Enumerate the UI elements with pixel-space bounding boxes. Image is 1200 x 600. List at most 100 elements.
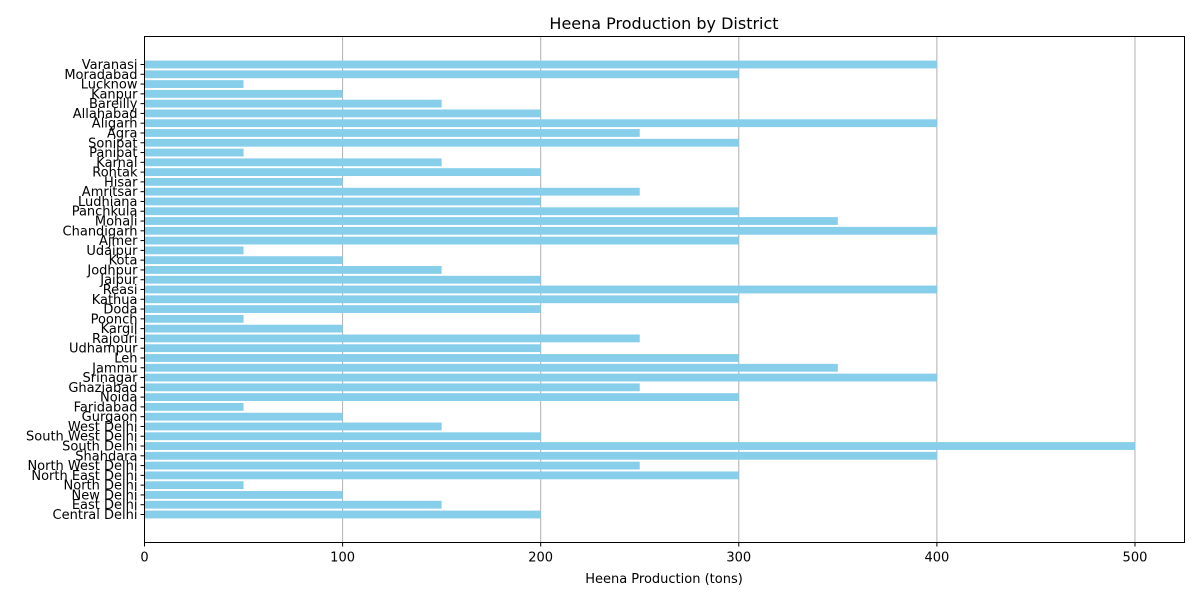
bar [144,226,937,235]
y-tick-label: Varanasi [82,58,138,73]
y-tick-label: East Delhi [72,498,138,513]
bar [144,168,541,177]
bar [144,373,937,382]
bar [144,393,739,402]
bar [144,217,838,225]
bar [144,471,739,480]
bar [144,412,343,421]
bar [144,246,244,255]
y-tick-label: Rohtak [92,166,138,181]
y-tick-label: Jammu [91,361,137,376]
bars [144,60,1135,519]
bar [144,197,541,206]
bar [144,305,541,313]
y-tick-label: Chandigarh [63,224,138,239]
x-tick-label: 0 [140,551,148,566]
y-tick-label: North Delhi [64,479,138,494]
bar [144,236,739,245]
y-tick-label: North West Delhi [27,459,137,474]
y-tick-label: Jodhpur [86,263,138,278]
bar [144,314,244,323]
y-tick-label: Aligarh [92,117,138,132]
bar [144,99,442,108]
bar [144,207,739,216]
y-tick-label: Shahdara [75,449,137,464]
y-tick-label: South West Delhi [26,430,137,445]
y-tick-label: Kanpur [91,87,138,102]
bar [144,432,541,441]
bar [144,422,442,431]
y-tick-label: Faridabad [74,400,138,415]
bar [144,60,937,69]
bar [144,500,442,509]
y-tick-label: Mohali [95,215,138,230]
y-tick-label: Allahabad [73,107,138,122]
y-tick-label: Panchkula [72,205,138,220]
bar [144,334,640,343]
bar [144,119,937,128]
bar [144,266,442,274]
bar [144,481,244,490]
y-tick-label: Jaipur [99,273,138,288]
y-tick-label: Leh [114,351,137,366]
bar [144,177,343,186]
y-tick-label: Hisar [104,175,138,190]
y-tick-label: Ghaziabad [68,381,137,396]
y-tick-label: Karnal [96,156,137,171]
bar [144,461,640,470]
y-tick-label: New Delhi [72,488,138,503]
bar [144,285,937,294]
y-tick-label: Udhampur [69,342,138,357]
y-tick-label: Agra [107,126,137,141]
x-tick-label: 100 [330,551,355,566]
bar [144,295,739,304]
y-tick-label: South Delhi [62,440,137,455]
bar [144,158,442,167]
y-tick-label: Central Delhi [53,508,138,523]
y-tick-label: Bareilly [89,97,138,112]
y-tick-label: Kota [109,254,138,269]
bar [144,89,343,98]
bar [144,187,640,196]
plot-frame [144,36,1185,543]
bar [144,324,343,333]
y-tick-label: Kathua [92,293,138,308]
y-tick-label: Sonipat [88,136,137,151]
y-tick-label: Udaipur [86,244,138,259]
bar [144,129,640,137]
x-axis-ticks: 0 100 200 300 400 500 [140,542,1148,566]
y-tick-label: Moradabad [64,68,137,83]
x-tick-label: 500 [1123,551,1148,566]
y-tick-label: Kargil [101,322,138,337]
y-tick-label: Lucknow [81,78,138,93]
bar [144,383,640,392]
y-tick-label: North East Delhi [31,469,137,484]
y-tick-label: Gurgaon [82,410,138,425]
y-tick-label: Ajmer [99,234,138,249]
y-tick-label: Rajouri [92,332,137,347]
y-tick-label: Ludhiana [78,195,138,210]
y-tick-label: Srinagar [83,371,139,386]
bar [144,354,739,362]
y-tick-label: Doda [103,303,137,318]
bar [144,109,541,118]
y-tick-label: Panipat [89,146,137,161]
bar [144,275,541,284]
x-axis-label: Heena Production (tons) [585,572,743,587]
bar [144,451,937,460]
bar [144,442,1135,450]
chart-title: Heena Production by District [549,14,778,33]
bar [144,70,739,79]
x-tick-label: 400 [924,551,949,566]
bar [144,402,244,411]
bar [144,510,541,519]
y-tick-label: Poonch [91,312,138,327]
bar [144,491,343,499]
bar [144,80,244,88]
bar [144,256,343,265]
y-tick-label: Amritsar [82,185,138,200]
bar [144,138,739,147]
y-tick-label: Reasi [103,283,138,298]
bar [144,344,541,353]
